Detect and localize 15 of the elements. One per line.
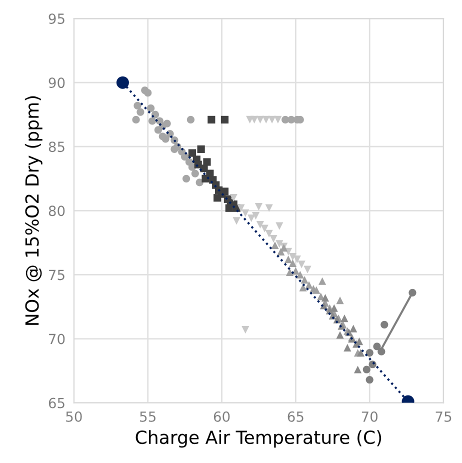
y-tick-label: 80: [48, 206, 65, 216]
x-tick-label: 55: [140, 412, 156, 422]
y-tick-label: 95: [48, 13, 64, 24]
x-tick-label: 65: [288, 411, 304, 422]
x-tick-label: 60: [214, 411, 230, 422]
y-tick-label: 65: [48, 398, 64, 408]
y-tick-label: 85: [48, 142, 64, 152]
x-tick-label: 50: [66, 411, 82, 422]
y-tick-label: 70: [49, 334, 65, 344]
y-tick-label: 90: [48, 78, 65, 88]
x-tick-label: 70: [362, 411, 378, 422]
y-axis-title: NOx @ 15%O2 Dry (ppm): [24, 96, 42, 325]
x-axis-title: Charge Air Temperature (C): [136, 430, 382, 448]
y-tick-label: 75: [49, 270, 64, 280]
x-tick-label: 75: [436, 412, 452, 422]
